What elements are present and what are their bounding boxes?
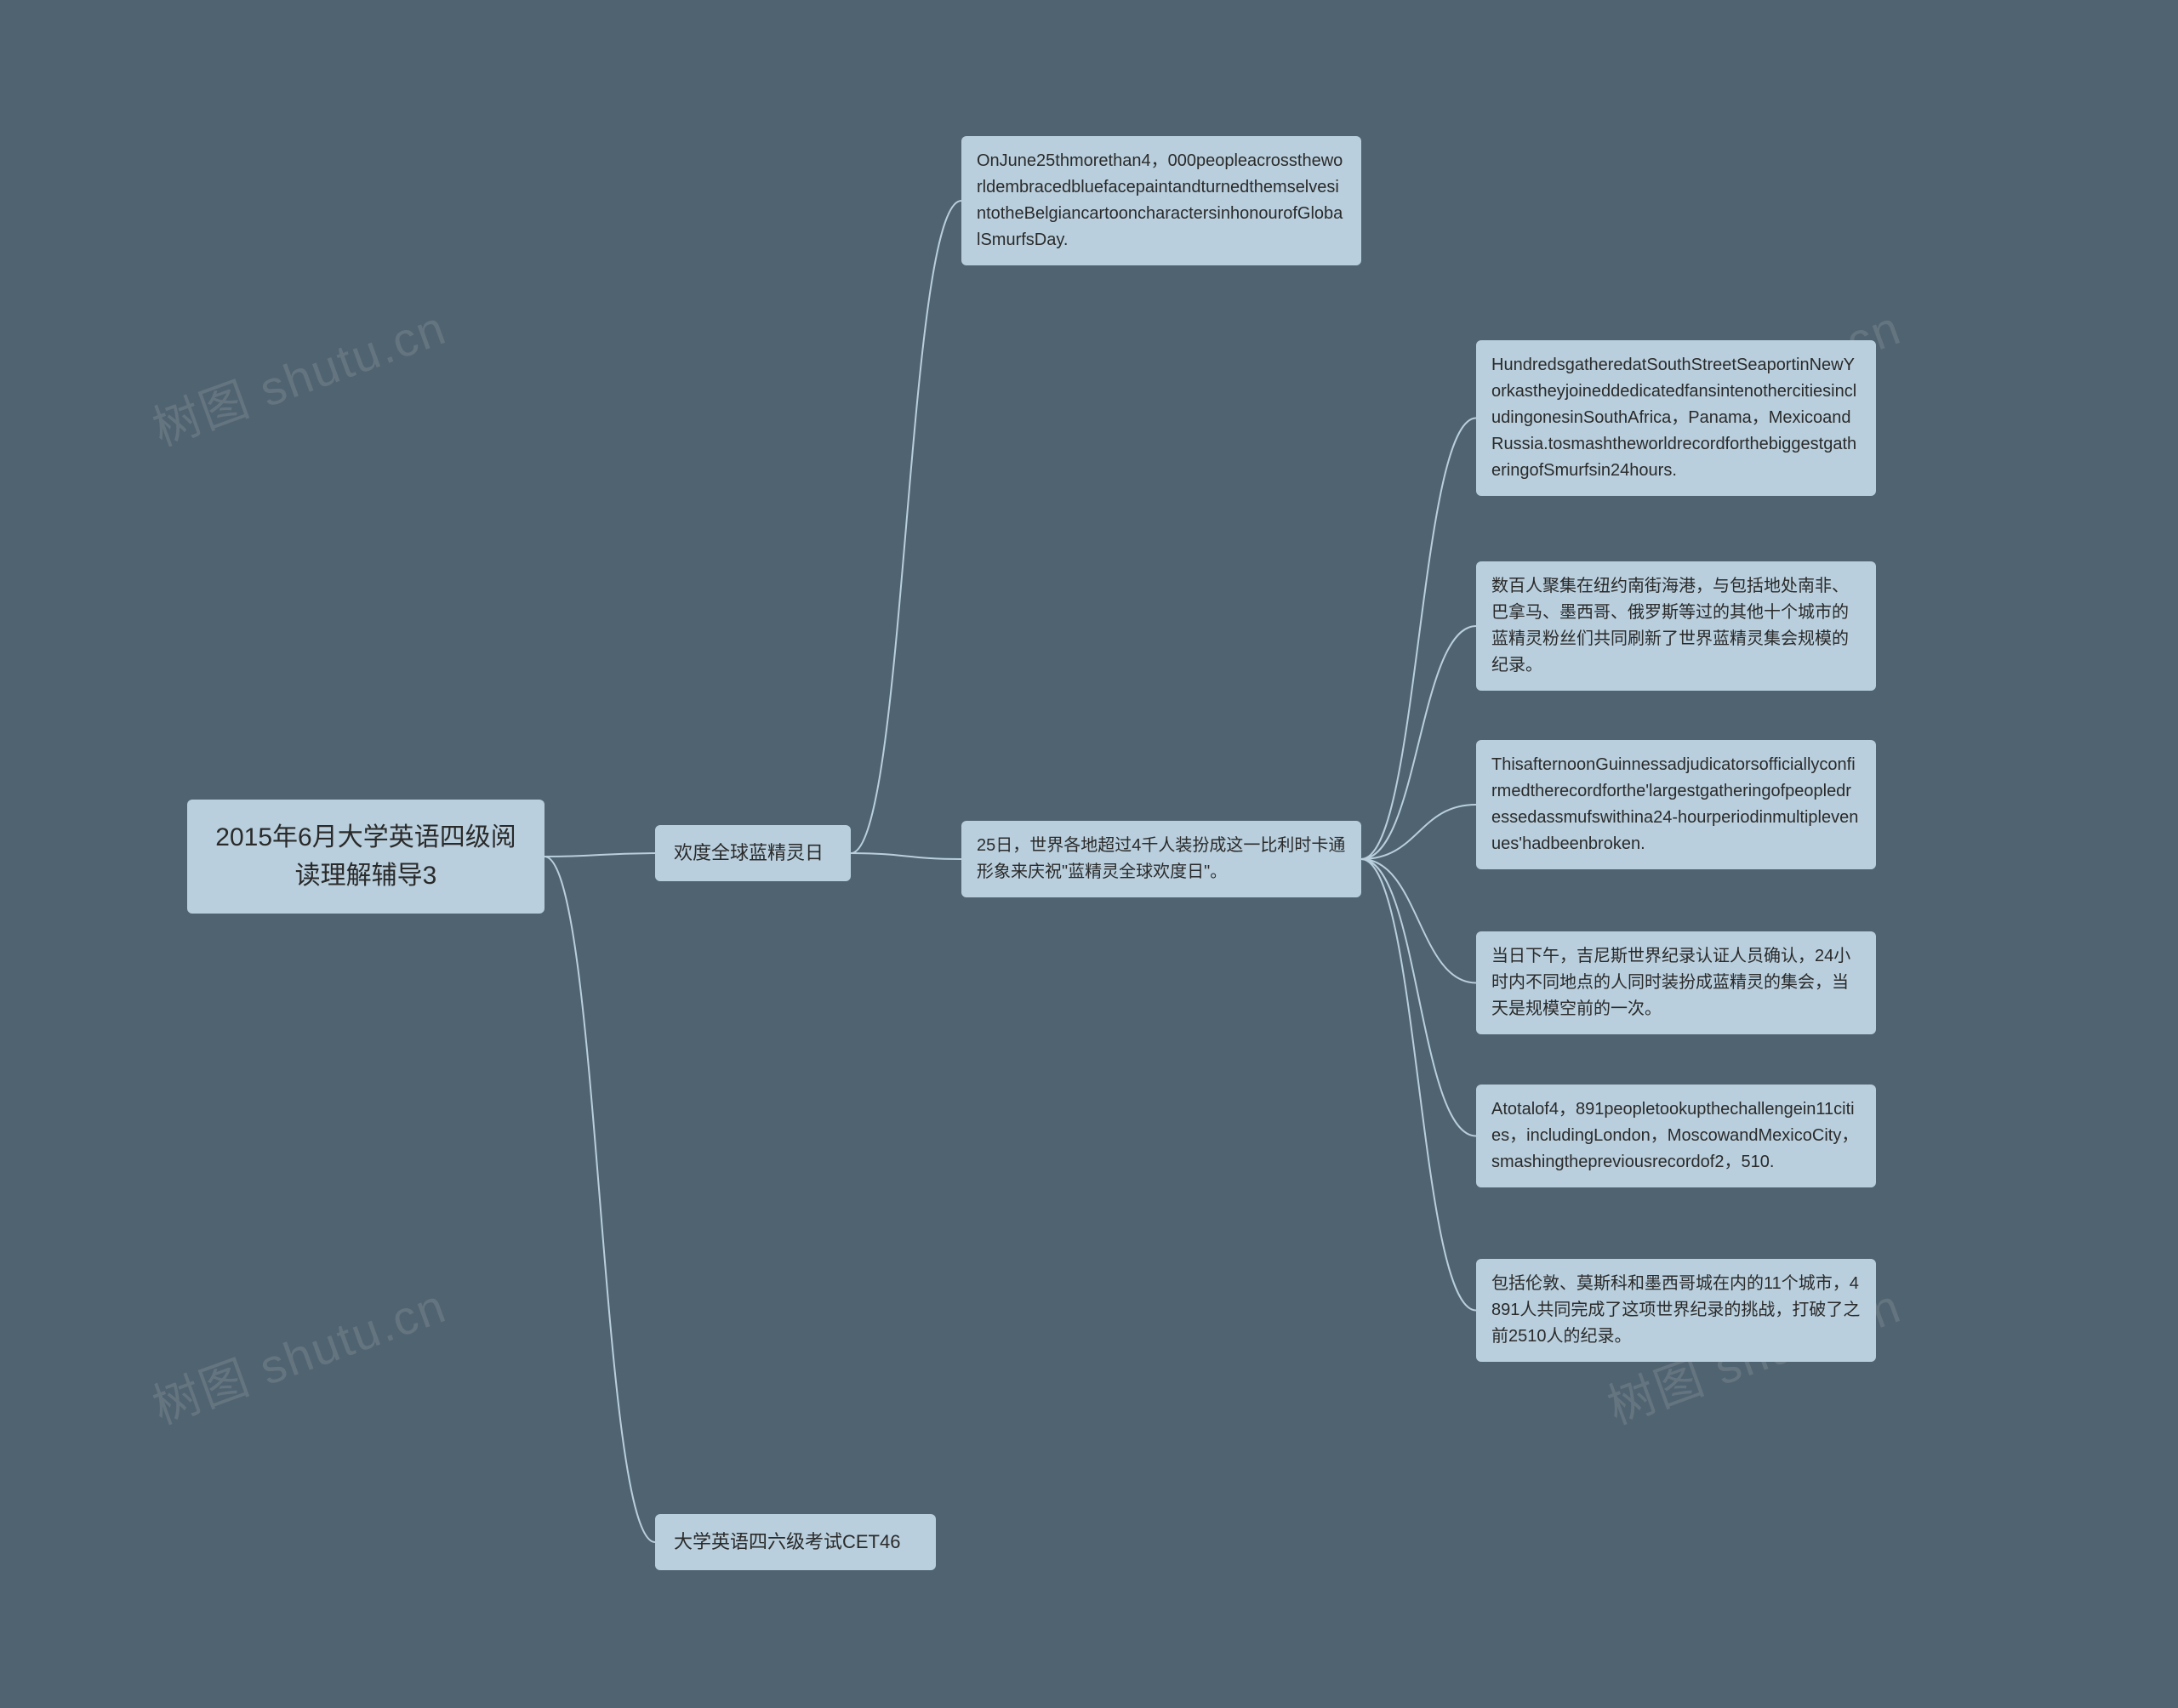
level1-node-cet46[interactable]: 大学英语四六级考试CET46 xyxy=(655,1514,936,1570)
level3-node-english-3[interactable]: ThisafternoonGuinnessadjudicatorsofficia… xyxy=(1476,740,1876,869)
level1-node-smurf-day[interactable]: 欢度全球蓝精灵日 xyxy=(655,825,851,881)
level2-node-english-1[interactable]: OnJune25thmorethan4，000peopleacrossthewo… xyxy=(961,136,1361,265)
level3-node-english-4[interactable]: Atotalof4，891peopletookupthechallengein1… xyxy=(1476,1085,1876,1187)
watermark: 树图 shutu.cn xyxy=(142,290,454,460)
root-node[interactable]: 2015年6月大学英语四级阅读理解辅导3 xyxy=(187,800,544,914)
connector xyxy=(544,857,655,1542)
connector xyxy=(1361,859,1476,983)
connector xyxy=(544,853,655,857)
connector xyxy=(851,201,961,853)
level3-node-chinese-2[interactable]: 数百人聚集在纽约南街海港，与包括地处南非、巴拿马、墨西哥、俄罗斯等过的其他十个城… xyxy=(1476,561,1876,691)
level3-node-chinese-4[interactable]: 包括伦敦、莫斯科和墨西哥城在内的11个城市，4891人共同完成了这项世界纪录的挑… xyxy=(1476,1259,1876,1362)
level3-node-chinese-3[interactable]: 当日下午，吉尼斯世界纪录认证人员确认，24小时内不同地点的人同时装扮成蓝精灵的集… xyxy=(1476,931,1876,1034)
level3-node-english-2[interactable]: HundredsgatheredatSouthStreetSeaportinNe… xyxy=(1476,340,1876,496)
connector xyxy=(1361,626,1476,859)
connector xyxy=(1361,418,1476,860)
level2-node-chinese-1[interactable]: 25日，世界各地超过4千人装扮成这一比利时卡通形象来庆祝"蓝精灵全球欢度日"。 xyxy=(961,821,1361,897)
connector xyxy=(1361,859,1476,1136)
watermark: 树图 shutu.cn xyxy=(142,1268,454,1438)
connector xyxy=(851,853,961,859)
connector xyxy=(1361,859,1476,1311)
connector xyxy=(1361,805,1476,859)
